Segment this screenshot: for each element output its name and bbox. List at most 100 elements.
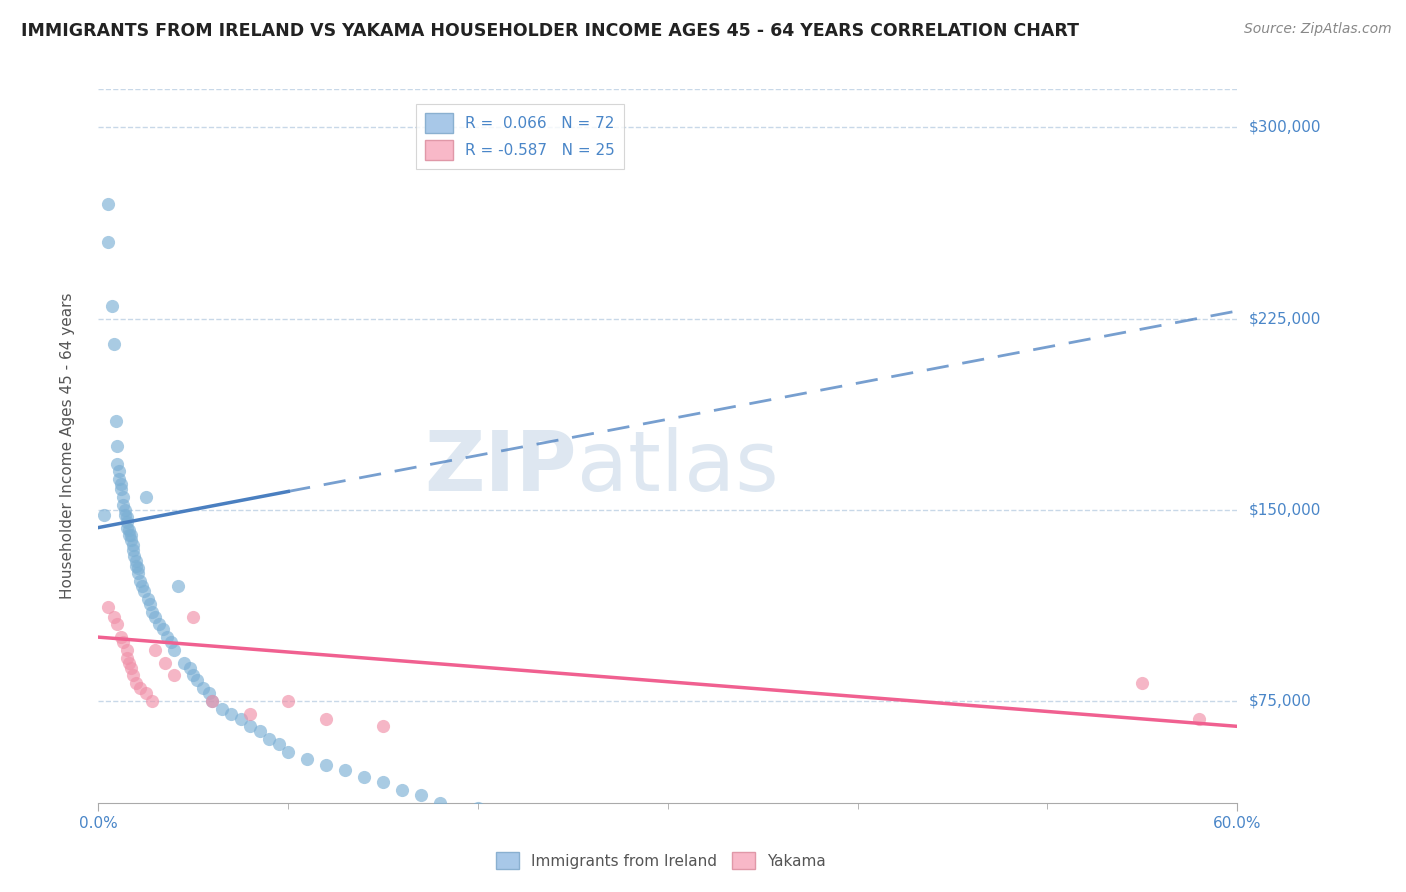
Point	[221, 706, 243, 721]
Point	[249, 724, 271, 739]
Point	[353, 770, 375, 784]
Point	[159, 635, 181, 649]
Point	[121, 538, 143, 552]
Point	[145, 643, 167, 657]
Point	[115, 650, 138, 665]
Point	[114, 502, 136, 516]
Point	[120, 528, 142, 542]
Point	[127, 561, 149, 575]
Point	[97, 235, 120, 249]
Point	[173, 656, 195, 670]
Point	[110, 477, 132, 491]
Point	[239, 719, 262, 733]
Point	[100, 299, 122, 313]
Point	[104, 413, 127, 427]
Point	[136, 591, 159, 606]
Point	[391, 783, 413, 797]
Point	[118, 528, 141, 542]
Point	[163, 668, 186, 682]
Point	[619, 822, 641, 836]
Point	[103, 609, 125, 624]
Point	[107, 457, 129, 471]
Point	[131, 579, 153, 593]
Point	[562, 814, 585, 828]
Point	[153, 656, 176, 670]
Point	[259, 732, 281, 747]
Point	[211, 701, 233, 715]
Point	[163, 643, 186, 657]
Point	[371, 719, 394, 733]
Point	[277, 694, 299, 708]
Point	[183, 668, 205, 682]
Point	[411, 788, 433, 802]
Point	[125, 554, 148, 568]
Point	[135, 490, 157, 504]
Point	[191, 681, 214, 695]
Point	[315, 757, 337, 772]
Point	[1188, 712, 1211, 726]
Point	[115, 643, 138, 657]
Point	[277, 745, 299, 759]
Point	[125, 676, 148, 690]
Point	[120, 661, 142, 675]
Text: $300,000: $300,000	[1249, 120, 1320, 135]
Point	[121, 543, 143, 558]
Point	[114, 508, 136, 522]
Point	[505, 808, 527, 822]
Text: $150,000: $150,000	[1249, 502, 1320, 517]
Point	[115, 516, 138, 530]
Text: IMMIGRANTS FROM IRELAND VS YAKAMA HOUSEHOLDER INCOME AGES 45 - 64 YEARS CORRELAT: IMMIGRANTS FROM IRELAND VS YAKAMA HOUSEH…	[21, 22, 1078, 40]
Text: Source: ZipAtlas.com: Source: ZipAtlas.com	[1244, 22, 1392, 37]
Point	[115, 520, 138, 534]
Point	[127, 566, 149, 581]
Y-axis label: Householder Income Ages 45 - 64 years: Householder Income Ages 45 - 64 years	[60, 293, 75, 599]
Point	[108, 472, 131, 486]
Legend: Immigrants from Ireland, Yakama: Immigrants from Ireland, Yakama	[489, 846, 832, 875]
Legend: R =  0.066   N = 72, R = -0.587   N = 25: R = 0.066 N = 72, R = -0.587 N = 25	[416, 104, 624, 169]
Point	[103, 337, 125, 351]
Point	[112, 635, 135, 649]
Text: $75,000: $75,000	[1249, 693, 1312, 708]
Point	[135, 686, 157, 700]
Point	[152, 623, 174, 637]
Point	[129, 574, 152, 588]
Point	[201, 694, 224, 708]
Point	[183, 609, 205, 624]
Point	[132, 584, 155, 599]
Point	[110, 483, 132, 497]
Point	[141, 694, 163, 708]
Point	[115, 510, 138, 524]
Point	[201, 694, 224, 708]
Point	[118, 523, 141, 537]
Point	[239, 706, 262, 721]
Point	[315, 712, 337, 726]
Point	[371, 775, 394, 789]
Point	[112, 498, 135, 512]
Point	[112, 490, 135, 504]
Point	[124, 549, 146, 563]
Point	[93, 508, 115, 522]
Point	[1132, 676, 1154, 690]
Point	[121, 668, 143, 682]
Point	[167, 579, 190, 593]
Point	[148, 617, 170, 632]
Point	[97, 197, 120, 211]
Point	[186, 673, 208, 688]
Point	[118, 656, 141, 670]
Point	[267, 737, 290, 751]
Point	[125, 558, 148, 573]
Point	[197, 686, 219, 700]
Point	[138, 597, 160, 611]
Point	[657, 829, 679, 843]
Point	[229, 712, 252, 726]
Point	[107, 617, 129, 632]
Text: ZIP: ZIP	[425, 427, 576, 508]
Point	[129, 681, 152, 695]
Point	[97, 599, 120, 614]
Point	[179, 661, 201, 675]
Point	[297, 752, 319, 766]
Point	[145, 609, 167, 624]
Point	[120, 533, 142, 548]
Point	[110, 630, 132, 644]
Point	[141, 605, 163, 619]
